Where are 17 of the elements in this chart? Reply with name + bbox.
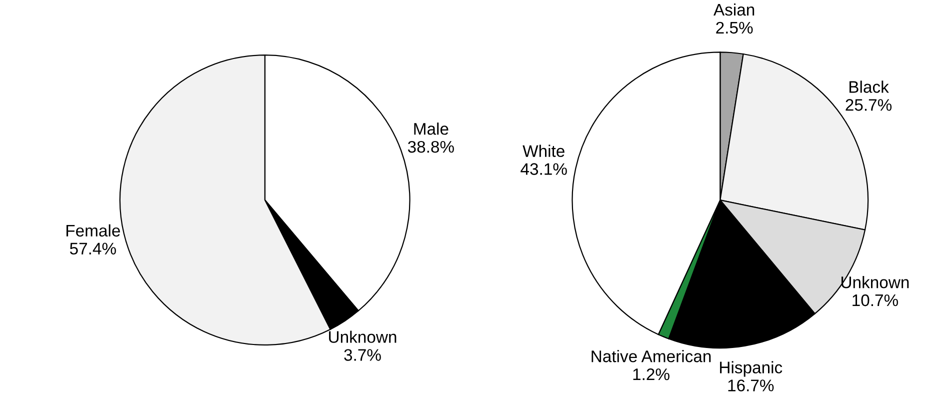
data-label: 16.7% bbox=[728, 380, 774, 392]
slice-label: Female bbox=[66, 224, 120, 237]
data-label: 25.7% bbox=[846, 99, 892, 111]
slice-label: Hispanic bbox=[720, 361, 782, 377]
data-label: 10.7% bbox=[852, 294, 898, 306]
slice-label: Asian bbox=[714, 3, 754, 16]
slice-label: Native American bbox=[592, 350, 711, 362]
slice-label: Black bbox=[850, 80, 889, 93]
data-label: 57.4% bbox=[70, 242, 116, 255]
data-label: 3.7% bbox=[344, 349, 381, 361]
data-label: 38.8% bbox=[408, 140, 454, 153]
data-label: 2.5% bbox=[716, 22, 753, 34]
data-label: 1.2% bbox=[633, 368, 670, 380]
slice-label: Male bbox=[414, 122, 448, 135]
slice-label: White bbox=[522, 144, 564, 157]
data-label: 43.1% bbox=[520, 163, 567, 175]
slice-label: Unknown bbox=[329, 330, 396, 343]
